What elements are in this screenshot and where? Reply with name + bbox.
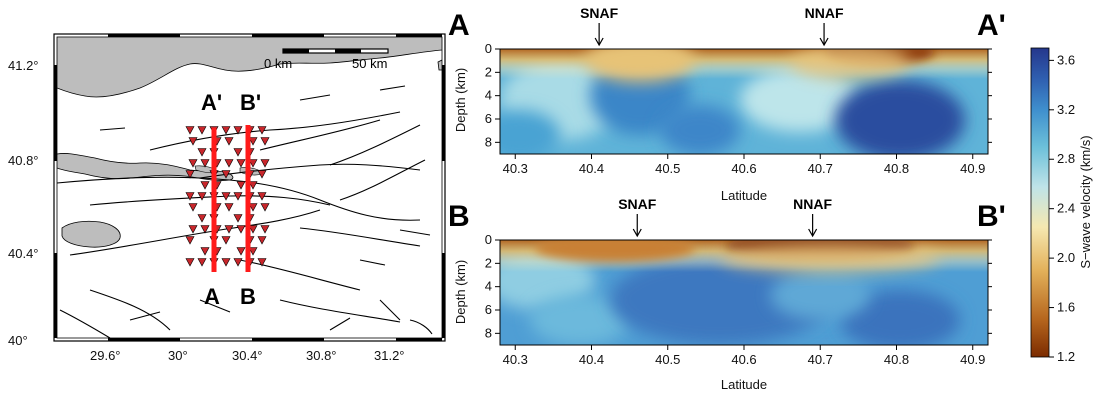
x-tick-label: 40.4 xyxy=(579,352,604,367)
profile-b-xlabel: Latitude xyxy=(721,377,767,392)
map-x-tick: 30.4° xyxy=(232,348,263,363)
profile-b-end-label: B' xyxy=(977,200,1006,233)
x-tick-label: 40.3 xyxy=(503,352,528,367)
map-y-ticks: 41.2° 40.8° 40.4° 40° xyxy=(8,58,39,348)
location-map: 0 km 50 km A' B' A B 29.6° 30° 30.4° 30.… xyxy=(8,34,445,363)
map-y-tick: 40.8° xyxy=(8,153,39,168)
colorbar-tick-label: 3.2 xyxy=(1057,102,1075,117)
map-y-tick: 40.4° xyxy=(8,246,39,261)
colorbar-tick-label: 1.6 xyxy=(1057,300,1075,315)
x-tick-label: 40.9 xyxy=(960,161,985,176)
colorbar-tick-label: 2.4 xyxy=(1057,201,1075,216)
profile-a-panel: 40.3 40.4 40.5 40.6 40.7 40.8 40.9 0 2 4 6 8 SNAF NNA… xyxy=(448,5,1006,203)
map-x-ticks: 29.6° 30° 30.4° 30.8° 31.2° xyxy=(90,348,405,363)
y-tick-label: 0 xyxy=(485,232,492,247)
y-tick-label: 4 xyxy=(485,88,492,103)
colorbar-tick-label: 3.6 xyxy=(1057,52,1075,67)
scale-label-end: 50 km xyxy=(352,56,387,71)
y-tick-label: 6 xyxy=(485,111,492,126)
x-tick-label: 40.5 xyxy=(655,161,680,176)
y-tick-label: 2 xyxy=(485,64,492,79)
fault-label: SNAF xyxy=(580,5,619,21)
profile-b-bottom-label: B xyxy=(240,284,256,309)
x-tick-label: 40.9 xyxy=(960,352,985,367)
x-tick-label: 40.6 xyxy=(731,352,756,367)
y-tick-label: 2 xyxy=(485,255,492,270)
fault-label: SNAF xyxy=(618,196,657,212)
x-tick-label: 40.8 xyxy=(884,352,909,367)
y-tick-label: 0 xyxy=(485,41,492,56)
colorbar-ramp xyxy=(1031,48,1049,357)
fault-label: NNAF xyxy=(793,196,832,212)
colorbar-label: S−wave velocity (km/s) xyxy=(1078,135,1093,268)
map-y-tick: 41.2° xyxy=(8,58,39,73)
colorbar: 3.6 3.2 2.8 2.4 2.0 1.6 1.2 S−wave velocity (k… xyxy=(1031,48,1093,364)
x-tick-label: 40.7 xyxy=(808,352,833,367)
map-x-tick: 31.2° xyxy=(374,348,405,363)
colorbar-tick-label: 2.8 xyxy=(1057,151,1075,166)
map-y-tick: 40° xyxy=(8,333,28,348)
x-tick-label: 40.7 xyxy=(808,161,833,176)
sapanca-lake xyxy=(62,221,120,247)
profile-a-bottom-label: A xyxy=(204,284,220,309)
y-tick-label: 6 xyxy=(485,302,492,317)
x-tick-label: 40.6 xyxy=(731,161,756,176)
profile-b-ylabel: Depth (km) xyxy=(453,260,468,324)
x-tick-label: 40.3 xyxy=(503,161,528,176)
y-tick-label: 4 xyxy=(485,279,492,294)
profile-b-start-label: B xyxy=(448,200,470,233)
profile-a-ylabel: Depth (km) xyxy=(453,68,468,132)
colorbar-ticks: 3.6 3.2 2.8 2.4 2.0 1.6 1.2 xyxy=(1049,52,1075,364)
x-tick-label: 40.4 xyxy=(579,161,604,176)
map-x-tick: 30.8° xyxy=(306,348,337,363)
profile-a-end-label: A' xyxy=(977,9,1006,42)
profile-a-xlabel: Latitude xyxy=(721,188,767,203)
profile-b-panel: 40.3 40.4 40.5 40.6 40.7 40.8 40.9 0 2 4 6 8 SNAF NNA… xyxy=(448,196,1006,392)
profile-b-top-label: B' xyxy=(240,90,261,115)
profile-a-top-label: A' xyxy=(201,90,222,115)
map-x-tick: 30° xyxy=(168,348,188,363)
map-x-tick: 29.6° xyxy=(90,348,121,363)
profile-a-start-label: A xyxy=(448,9,470,42)
y-tick-label: 8 xyxy=(485,134,492,149)
fault-label: NNAF xyxy=(805,5,844,21)
scale-label-start: 0 km xyxy=(264,56,292,71)
x-tick-label: 40.8 xyxy=(884,161,909,176)
colorbar-tick-label: 1.2 xyxy=(1057,349,1075,364)
colorbar-tick-label: 2.0 xyxy=(1057,250,1075,265)
y-tick-label: 8 xyxy=(485,325,492,340)
x-tick-label: 40.5 xyxy=(655,352,680,367)
